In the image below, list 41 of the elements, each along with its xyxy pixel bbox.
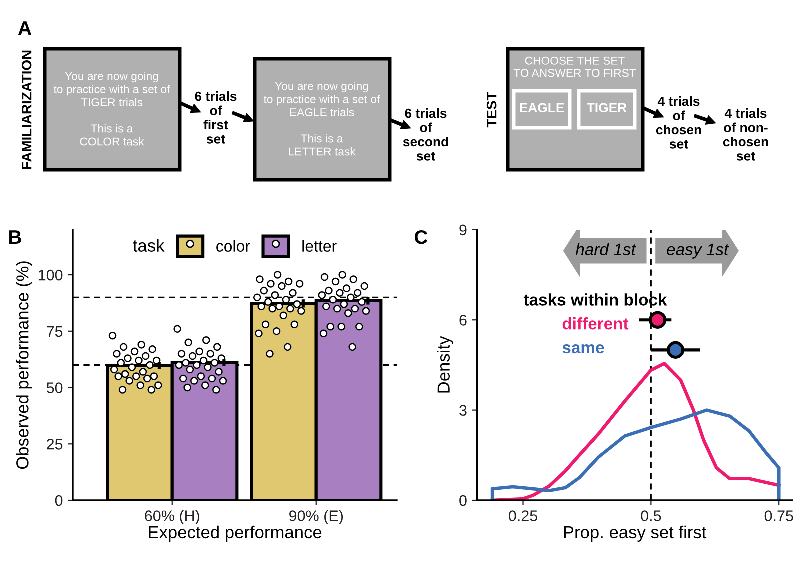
y-tick-label: 25 xyxy=(47,439,63,450)
x-tick-label: 60% (H) xyxy=(145,510,200,524)
y-tick-label: 9 xyxy=(460,224,467,236)
y-tick-label: 0 xyxy=(460,495,467,506)
x-tick-label: 0.75 xyxy=(764,510,794,522)
text: FAMILIARIZATION xyxy=(22,50,32,170)
text: A xyxy=(18,22,32,36)
text: 4 trials of non- chosen set xyxy=(723,108,768,161)
text: C xyxy=(414,230,428,244)
text: You are now going to practice with a set of EAGLE trials This is a LETTER task xyxy=(264,82,380,156)
x-axis-title: Prop. easy set first xyxy=(564,526,707,542)
y-tick-label: 75 xyxy=(47,326,63,338)
y-tick-label: 0 xyxy=(55,495,63,506)
text: You are now going to practice with a set of TIGER trials This is a COLOR task xyxy=(54,72,170,146)
series-label: different xyxy=(562,318,629,330)
text: B xyxy=(10,230,22,244)
x-tick-label: 90% (E) xyxy=(289,510,344,524)
text: 6 trials of second set xyxy=(403,108,448,161)
text: EAGLE xyxy=(520,103,564,113)
y-tick-label: 50 xyxy=(46,382,63,394)
legend-title: tasks within block xyxy=(524,294,668,306)
y-axis-title: Density xyxy=(437,336,454,393)
annotation: hard 1st xyxy=(576,243,636,256)
text: TEST xyxy=(486,92,497,128)
y-tick-label: 100 xyxy=(38,270,63,281)
annotation: easy 1st xyxy=(667,244,730,259)
legend-label: letter xyxy=(302,240,337,252)
x-tick-label: 0.5 xyxy=(641,510,662,522)
x-tick-label: 0.25 xyxy=(508,510,538,522)
text: TIGER xyxy=(586,103,627,113)
legend-label: color xyxy=(216,240,250,252)
text: same xyxy=(562,344,604,354)
text: CHOOSE THE SET TO ANSWER TO FIRST xyxy=(514,56,636,78)
text: 6 trials of first set xyxy=(195,92,237,144)
y-tick-label: 6 xyxy=(460,314,467,326)
y-tick-label: 3 xyxy=(460,405,467,416)
legend-title: task xyxy=(133,239,165,252)
line-series xyxy=(490,408,781,500)
y-axis-title: Observed performance (%) xyxy=(16,262,32,470)
x-axis-title: Expected performance xyxy=(149,526,322,542)
text: 4 trials of chosen set xyxy=(656,96,702,149)
